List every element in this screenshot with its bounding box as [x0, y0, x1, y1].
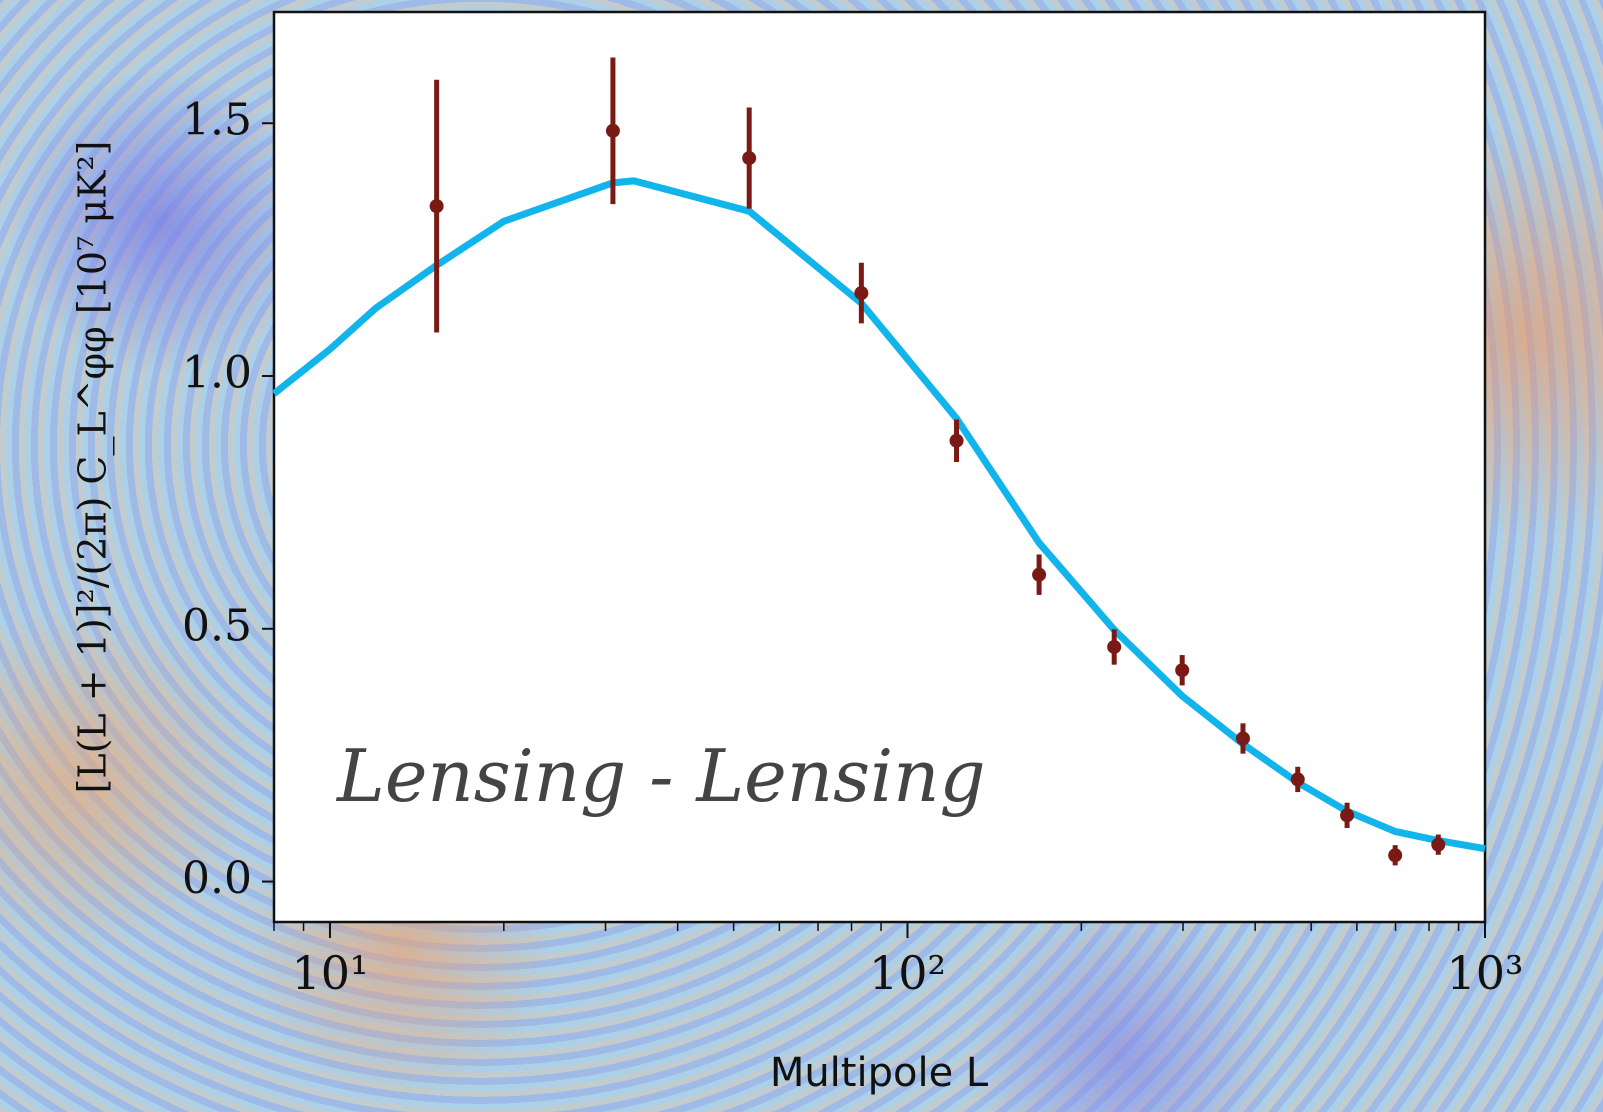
page: Lensing - Lensing Multipole L [L(L + 1)]…: [0, 0, 1603, 1112]
data-point: [1431, 838, 1445, 852]
y-tick-label: 1.5: [182, 95, 252, 146]
x-tick-label: 10¹: [291, 946, 368, 1000]
data-point: [854, 286, 868, 300]
data-point: [1107, 640, 1121, 654]
data-point: [1175, 663, 1189, 677]
x-tick-label: 10³: [1447, 946, 1524, 1000]
data-point: [1388, 848, 1402, 862]
data-point: [1236, 731, 1250, 745]
y-tick-label: 0.0: [182, 853, 252, 904]
y-tick-label: 0.5: [182, 600, 252, 651]
y-tick-label: 1.0: [182, 348, 252, 399]
data-point: [950, 434, 964, 448]
data-point: [742, 151, 756, 165]
annotation: Lensing - Lensing: [335, 734, 986, 818]
data-point: [1291, 772, 1305, 786]
chart: Lensing - Lensing Multipole L [L(L + 1)]…: [0, 0, 1603, 1112]
x-tick-label: 10²: [869, 946, 946, 1000]
data-point: [1032, 568, 1046, 582]
data-point: [606, 124, 620, 138]
data-point: [1340, 808, 1354, 822]
x-axis-label: Multipole L: [770, 1050, 989, 1096]
y-axis-label: [L(L + 1)]²/(2π) C_L^φφ [10⁷ μK²]: [71, 141, 116, 794]
data-point: [430, 199, 444, 213]
